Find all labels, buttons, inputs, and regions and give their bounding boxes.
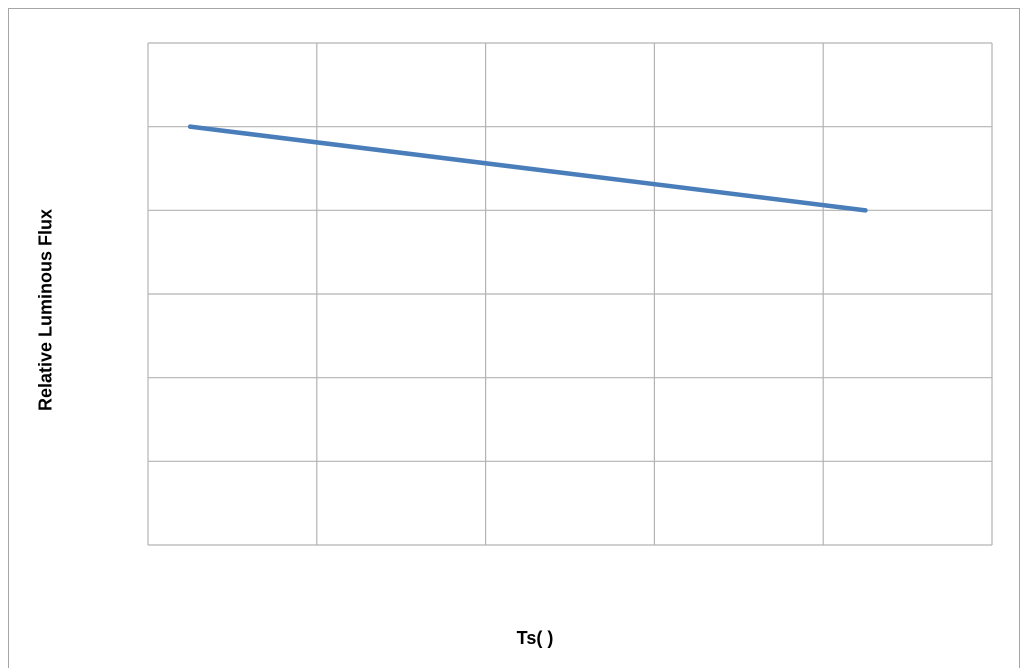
data-point [188, 124, 193, 129]
data-point [863, 208, 868, 213]
y-axis-label: Relative Luminous Flux [35, 208, 56, 412]
series-group [187, 124, 868, 213]
series-line-1 [187, 124, 868, 213]
grid [147, 42, 993, 546]
y-axis-label-container: Relative Luminous Flux [34, 0, 58, 661]
chart-frame [8, 8, 1020, 668]
x-axis-label: Ts( ) [516, 628, 554, 648]
